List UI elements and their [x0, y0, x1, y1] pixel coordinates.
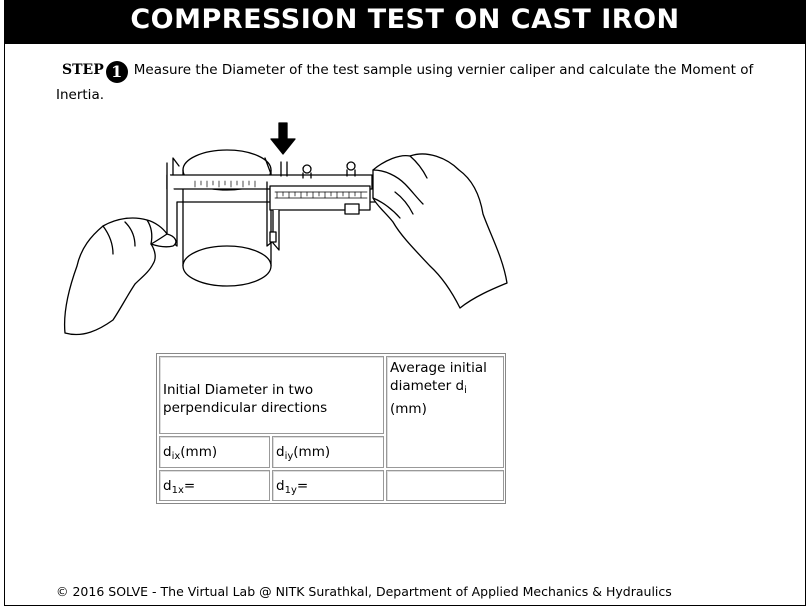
page-title: COMPRESSION TEST ON CAST IRON	[130, 4, 680, 35]
footer-copyright: © 2016 SOLVE - The Virtual Lab @ NITK Su…	[56, 584, 672, 599]
table-header-diy: diy(mm)	[272, 436, 384, 468]
title-bar: COMPRESSION TEST ON CAST IRON	[4, 0, 806, 44]
table-header-dix: dix(mm)	[159, 436, 270, 468]
page-frame	[4, 0, 806, 606]
step-text: Measure the Diameter of the test sample …	[56, 62, 754, 103]
table-header-average-diameter: Average initial diameter di (mm)	[386, 356, 504, 468]
table-cell-average-value	[386, 470, 504, 501]
table-cell-d1y: d1y=	[272, 470, 384, 501]
step-number-icon: 1	[105, 61, 128, 83]
step-instruction: STEP 1 Measure the Diameter of the test sa…	[56, 58, 786, 108]
table-cell-d1x: d1x=	[159, 470, 270, 501]
cylinder-sample	[182, 149, 272, 287]
table-header-initial-diameter: Initial Diameter in two perpendicular di…	[159, 356, 384, 434]
measurement-table: Initial Diameter in two perpendicular di…	[156, 353, 506, 504]
vernier-caliper-illustration	[63, 122, 508, 336]
left-hand	[63, 217, 177, 336]
right-hand	[372, 153, 508, 309]
down-arrow-icon	[270, 122, 296, 155]
step-label: STEP	[62, 62, 104, 78]
